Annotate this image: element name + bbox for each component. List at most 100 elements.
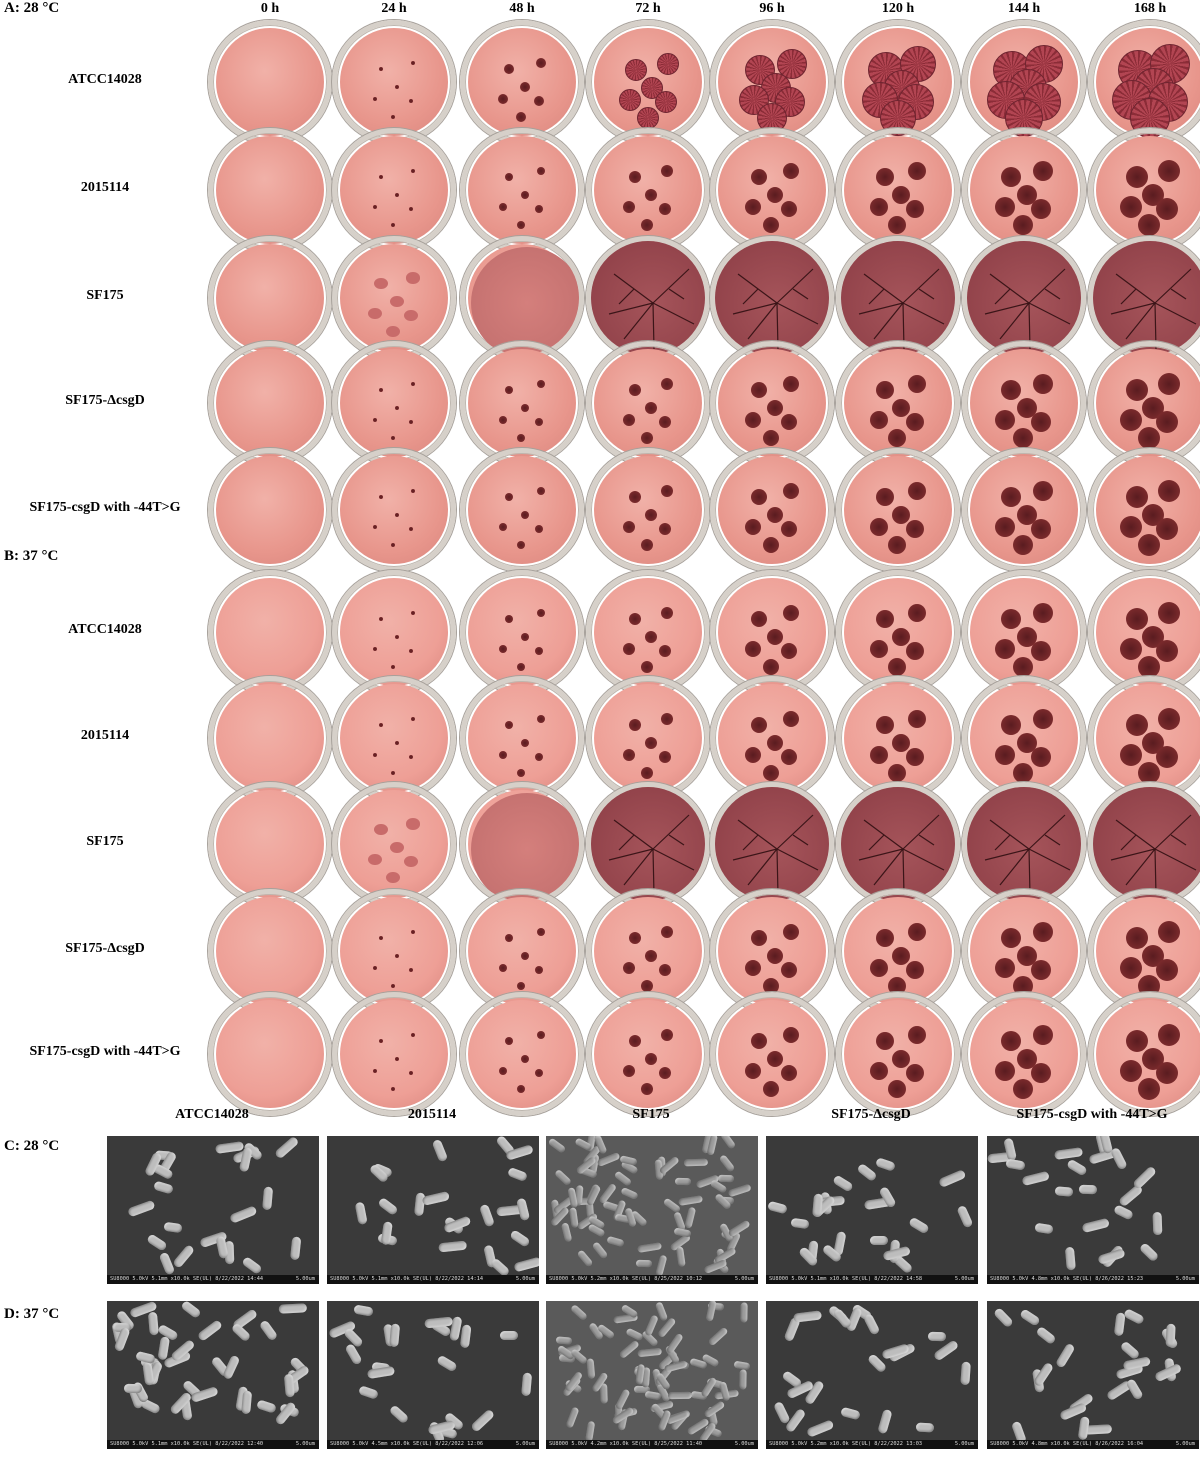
colony-spot (658, 645, 671, 658)
crack-line (652, 302, 695, 325)
crack-line (742, 288, 759, 305)
colony-spot (411, 717, 416, 722)
colony-spot (408, 968, 413, 973)
petri-plate (332, 570, 456, 694)
colony-spot (658, 964, 671, 977)
bacterium-cell (357, 1385, 379, 1401)
sem-scale-label: 5.00um (295, 1276, 315, 1282)
colony-spot (641, 766, 654, 779)
petri-plate (836, 992, 960, 1116)
crack-line (792, 288, 809, 300)
petri-plate (962, 20, 1086, 144)
bacterium-cell (877, 1409, 893, 1435)
colony-spot (1126, 166, 1149, 189)
colony-spot (780, 962, 797, 979)
colony-spot (891, 628, 910, 646)
colony-spot (751, 611, 768, 628)
colony-spot (534, 525, 543, 534)
colony-spot (745, 55, 776, 86)
colony-spot (1001, 487, 1022, 508)
agar-surface (468, 28, 576, 136)
agar-surface (594, 578, 702, 686)
colony-spot (623, 1064, 636, 1077)
bacterium-cell (1119, 1340, 1141, 1361)
colony-spot (379, 175, 384, 180)
colony-spot (391, 114, 396, 119)
sem-image: SU8000 5.0kV 4.5mm x10.0k SE(UL) 8/22/20… (327, 1301, 539, 1449)
agar-surface (594, 684, 702, 792)
crack-line (776, 814, 814, 850)
crack-line (737, 273, 778, 304)
colony-spot (505, 493, 514, 502)
agar-surface (216, 349, 324, 457)
colony-spot (888, 763, 907, 782)
bacterium-cell (513, 1256, 539, 1272)
colony-spot (644, 509, 657, 521)
colony-spot (644, 950, 657, 962)
time-header-1: 24 h (381, 1, 407, 16)
petri-plate (460, 448, 584, 572)
crack-line (776, 848, 819, 871)
colony-spot (505, 721, 514, 730)
colony-spot (891, 186, 910, 204)
bacterium-cell (153, 1180, 174, 1195)
colony-spot (876, 716, 895, 735)
petri-plate (710, 992, 834, 1116)
bacterium-cell (215, 1235, 229, 1260)
colony-spot (1126, 379, 1149, 402)
colony-spot (391, 435, 396, 440)
colony-spot (368, 307, 383, 319)
row-label-a-1: 2015114 (80, 180, 130, 195)
petri-plate (1088, 448, 1200, 572)
bacterium-cell (1123, 1308, 1145, 1326)
agar-surface (1096, 136, 1200, 244)
bacterium-cell (993, 1307, 1014, 1329)
bacterium-cell (636, 1260, 653, 1268)
sem-image: SU8000 5.0kV 5.2mm x10.0k SE(UL) 8/25/20… (546, 1136, 758, 1284)
colony-spot (905, 961, 924, 980)
colony-spot (1013, 427, 1034, 448)
sem-scale-label: 5.00um (734, 1276, 754, 1282)
merged-colony (1093, 241, 1200, 355)
agar-surface (216, 897, 324, 1005)
bacterium-cell (344, 1343, 363, 1366)
colony-spot (1120, 408, 1143, 431)
colony-spot (623, 520, 636, 533)
agar-surface (844, 684, 952, 792)
agar-surface (718, 684, 826, 792)
colony-spot (766, 735, 783, 751)
bacterium-cell (157, 1335, 171, 1361)
petri-plate (460, 341, 584, 465)
colony-spot (905, 413, 924, 432)
row-label-b-4: SF175-csgD with -44T>G (29, 1044, 181, 1059)
colony-spot (995, 744, 1016, 765)
bacterium-cell (1165, 1323, 1176, 1348)
colony-spot (870, 958, 889, 977)
colony-spot (411, 169, 416, 174)
bacterium-cell (1054, 1147, 1084, 1160)
agar-surface (468, 790, 579, 901)
colony-spot (394, 193, 399, 197)
crack-line (989, 273, 1030, 304)
crack-line (737, 819, 778, 850)
colony-spot (908, 1026, 927, 1045)
colony-spot (373, 524, 378, 529)
colony-spot (1158, 602, 1181, 625)
agar-surface (1096, 578, 1200, 686)
agar-surface (718, 456, 826, 564)
bacterium-cell (620, 1186, 640, 1200)
colony-spot (1126, 486, 1149, 509)
colony-spot (751, 169, 768, 186)
bacterium-cell (793, 1309, 822, 1323)
agar-surface (718, 28, 826, 136)
colony-spot (373, 646, 378, 651)
bacterium-cell (1065, 1246, 1077, 1271)
colony-spot (888, 657, 907, 676)
agar-surface (468, 136, 576, 244)
agar-surface (844, 897, 952, 1005)
crack-line (863, 819, 904, 850)
colony-spot (876, 488, 895, 507)
colony-spot (629, 613, 642, 626)
colony-spot (411, 930, 416, 935)
row-label-b-3: SF175-ΔcsgD (65, 941, 145, 956)
